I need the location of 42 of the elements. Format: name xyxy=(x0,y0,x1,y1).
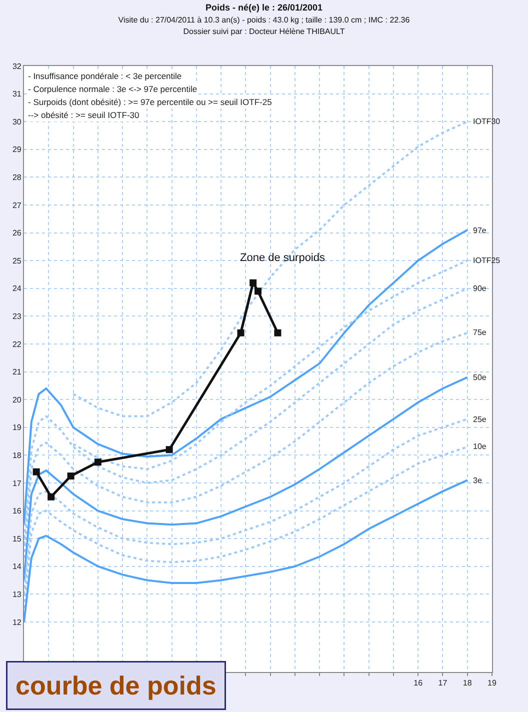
y-tick-label: 26 xyxy=(12,228,22,238)
x-tick-label: 17 xyxy=(438,678,448,688)
y-tick-label: 21 xyxy=(12,368,22,377)
annotation: - Surpoids (dont obésité) : >= 97e percentile ou >= seuil IOTF-25 xyxy=(28,97,272,107)
y-tick-label: 13 xyxy=(12,590,22,599)
y-tick-label: 16 xyxy=(12,506,22,516)
annotation: --> obésité : >= seuil IOTF-30 xyxy=(28,110,140,120)
series-label: 10e xyxy=(473,442,487,451)
annotation: - Corpulence normale : 3e <-> 97e percentile xyxy=(28,84,198,94)
series-label: 50e xyxy=(473,373,487,382)
series-label: IOTF25 xyxy=(473,256,501,265)
series-label: 97e xyxy=(473,226,487,235)
y-tick-label: 12 xyxy=(12,618,22,627)
y-tick-label: 18 xyxy=(12,450,22,460)
x-tick-label: 16 xyxy=(414,678,424,688)
series-label: 25e xyxy=(473,415,487,424)
y-tick-label: 27 xyxy=(12,200,22,210)
series-label: 75e xyxy=(473,328,487,337)
annotation: courbe de poids xyxy=(16,670,216,700)
y-tick-label: 17 xyxy=(12,478,22,488)
annotation: - Insuffisance pondérale : < 3e percentile xyxy=(28,71,182,81)
y-tick-label: 29 xyxy=(12,145,22,154)
y-tick-label: 25 xyxy=(12,256,22,266)
y-tick-label: 15 xyxy=(12,534,22,544)
x-tick-label: 19 xyxy=(488,678,497,688)
y-tick-label: 19 xyxy=(12,423,22,432)
y-tick-label: 22 xyxy=(12,340,22,349)
y-tick-label: 28 xyxy=(12,172,22,182)
y-tick-label: 30 xyxy=(12,117,22,126)
y-tick-label: 14 xyxy=(12,562,22,572)
y-tick-label: 23 xyxy=(12,312,22,321)
y-tick-label: 32 xyxy=(12,62,22,71)
y-tick-label: 24 xyxy=(12,284,22,294)
x-tick-label: 18 xyxy=(462,678,472,688)
y-tick-label: 31 xyxy=(12,90,22,99)
annotation: Zone de surpoids xyxy=(240,252,326,264)
series-label: IOTF30 xyxy=(473,117,501,126)
series-label: 90e xyxy=(473,284,487,293)
y-tick-label: 20 xyxy=(12,395,22,404)
series-label: 3e xyxy=(473,476,482,485)
chart-subtitle: Visite du : 27/04/2011 à 10.3 an(s) - poids : 43.0 kg ; taille : 139.0 cm ; IMC : 22.36 Dossier suivi par : Docteur Hélène THIBAULT xyxy=(118,15,410,36)
chart-title: Poids - né(e) le : 26/01/2001 xyxy=(205,2,323,13)
